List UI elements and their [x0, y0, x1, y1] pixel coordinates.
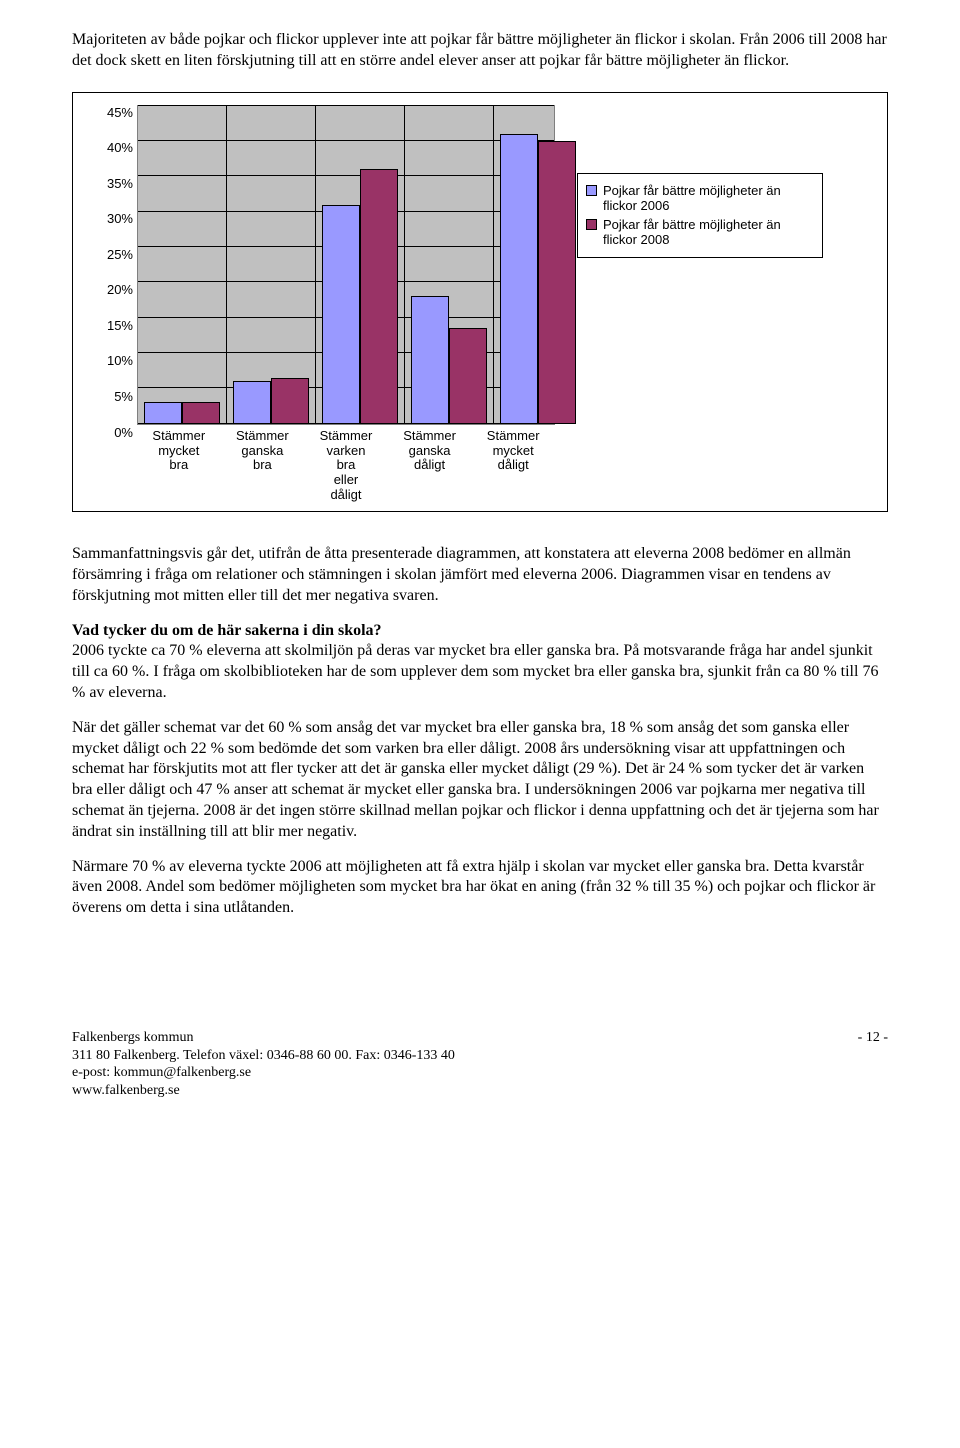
chart-bar-group — [316, 106, 405, 424]
page-footer: Falkenbergs kommun 311 80 Falkenberg. Te… — [72, 1029, 888, 1099]
body-paragraph: Närmare 70 % av eleverna tyckte 2006 att… — [72, 857, 888, 919]
chart-bar-group — [227, 106, 316, 424]
chart-plot: 0%5%10%15%20%25%30%35%40%45% Stämmermyck… — [95, 105, 555, 504]
chart-bar-group — [138, 106, 227, 424]
chart-bar — [449, 328, 487, 423]
footer-email: e-post: kommun@falkenberg.se — [72, 1064, 455, 1082]
chart-bar — [500, 134, 538, 424]
chart-bar — [182, 402, 220, 423]
body-text: 2006 tyckte ca 70 % eleverna att skolmil… — [72, 642, 878, 701]
chart-xlabel: Stämmervarkenbraellerdåligt — [304, 429, 388, 504]
chart-xlabel: Stämmerganskadåligt — [388, 429, 472, 504]
chart-bar-group — [405, 106, 494, 424]
chart-xlabel: Stämmerganskabra — [221, 429, 305, 504]
question-heading: Vad tycker du om de här sakerna i din sk… — [72, 622, 382, 639]
chart-bar — [538, 141, 576, 424]
footer-org: Falkenbergs kommun — [72, 1029, 455, 1047]
chart-container: 0%5%10%15%20%25%30%35%40%45% Stämmermyck… — [72, 92, 888, 513]
body-paragraph: Vad tycker du om de här sakerna i din sk… — [72, 621, 888, 704]
chart-legend: Pojkar får bättre möjligheter än flickor… — [577, 173, 823, 258]
legend-label: Pojkar får bättre möjligheter än flickor… — [603, 183, 814, 214]
legend-swatch-icon — [586, 185, 597, 196]
body-paragraph: Sammanfattningsvis går det, utifrån de å… — [72, 544, 888, 606]
chart-bar — [233, 381, 271, 423]
footer-web: www.falkenberg.se — [72, 1082, 455, 1100]
footer-page-number: - 12 - — [858, 1029, 888, 1099]
chart-bar — [322, 205, 360, 424]
chart-legend-item: Pojkar får bättre möjligheter än flickor… — [586, 183, 814, 214]
chart-bar — [144, 402, 182, 423]
intro-paragraph: Majoriteten av både pojkar och flickor u… — [72, 30, 888, 72]
chart-bar-group — [494, 106, 582, 424]
chart-xlabel: Stämmermycketbra — [137, 429, 221, 504]
legend-label: Pojkar får bättre möjligheter än flickor… — [603, 217, 814, 248]
chart-legend-item: Pojkar får bättre möjligheter än flickor… — [586, 217, 814, 248]
legend-swatch-icon — [586, 219, 597, 230]
chart-bar — [411, 296, 449, 423]
chart-bar — [271, 378, 309, 424]
footer-address: 311 80 Falkenberg. Telefon växel: 0346-8… — [72, 1047, 455, 1065]
chart-bar — [360, 169, 398, 423]
body-paragraph: När det gäller schemat var det 60 % som … — [72, 718, 888, 843]
chart-xlabel: Stämmermycketdåligt — [471, 429, 555, 504]
